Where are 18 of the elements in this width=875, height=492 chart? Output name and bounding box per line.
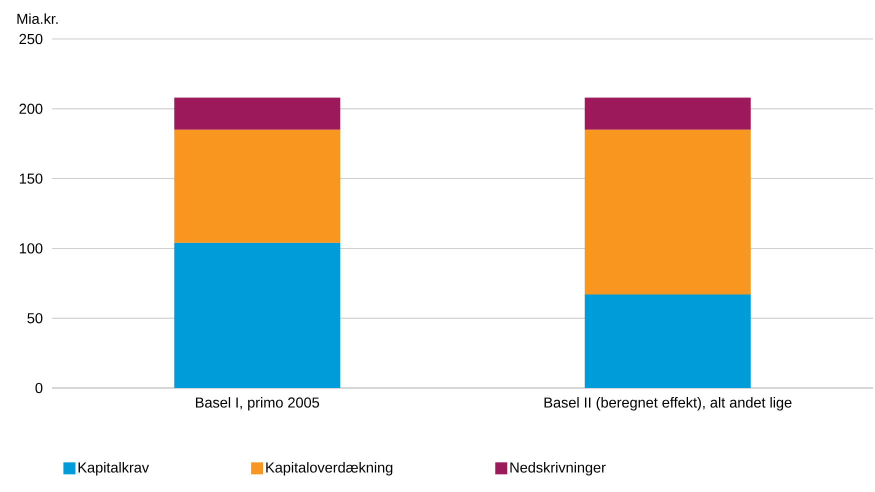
y-tick-label: 150 (20, 173, 42, 184)
y-tick-label: 250 (20, 34, 42, 44)
bar (584, 98, 751, 130)
bar (174, 130, 340, 243)
legend-label: Kapitaloverdækning (266, 462, 392, 476)
bar (584, 294, 751, 388)
bar (174, 98, 340, 130)
bar (174, 242, 340, 388)
x-tick-label: Basel I, primo 2005 (196, 397, 320, 411)
x-tick-label: Basel II (beregnet effekt), alt andet lige (544, 397, 792, 411)
bar (584, 130, 751, 294)
y-axis-title: Mia.kr. (17, 13, 58, 24)
legend-label: Kapitalkrav (78, 462, 150, 476)
y-tick-label: 0 (35, 382, 42, 394)
y-tick-label: 200 (20, 104, 42, 114)
y-tick-label: 50 (27, 313, 42, 324)
legend-label: Nedskrivninger (510, 462, 606, 476)
y-tick-label: 100 (20, 243, 42, 254)
